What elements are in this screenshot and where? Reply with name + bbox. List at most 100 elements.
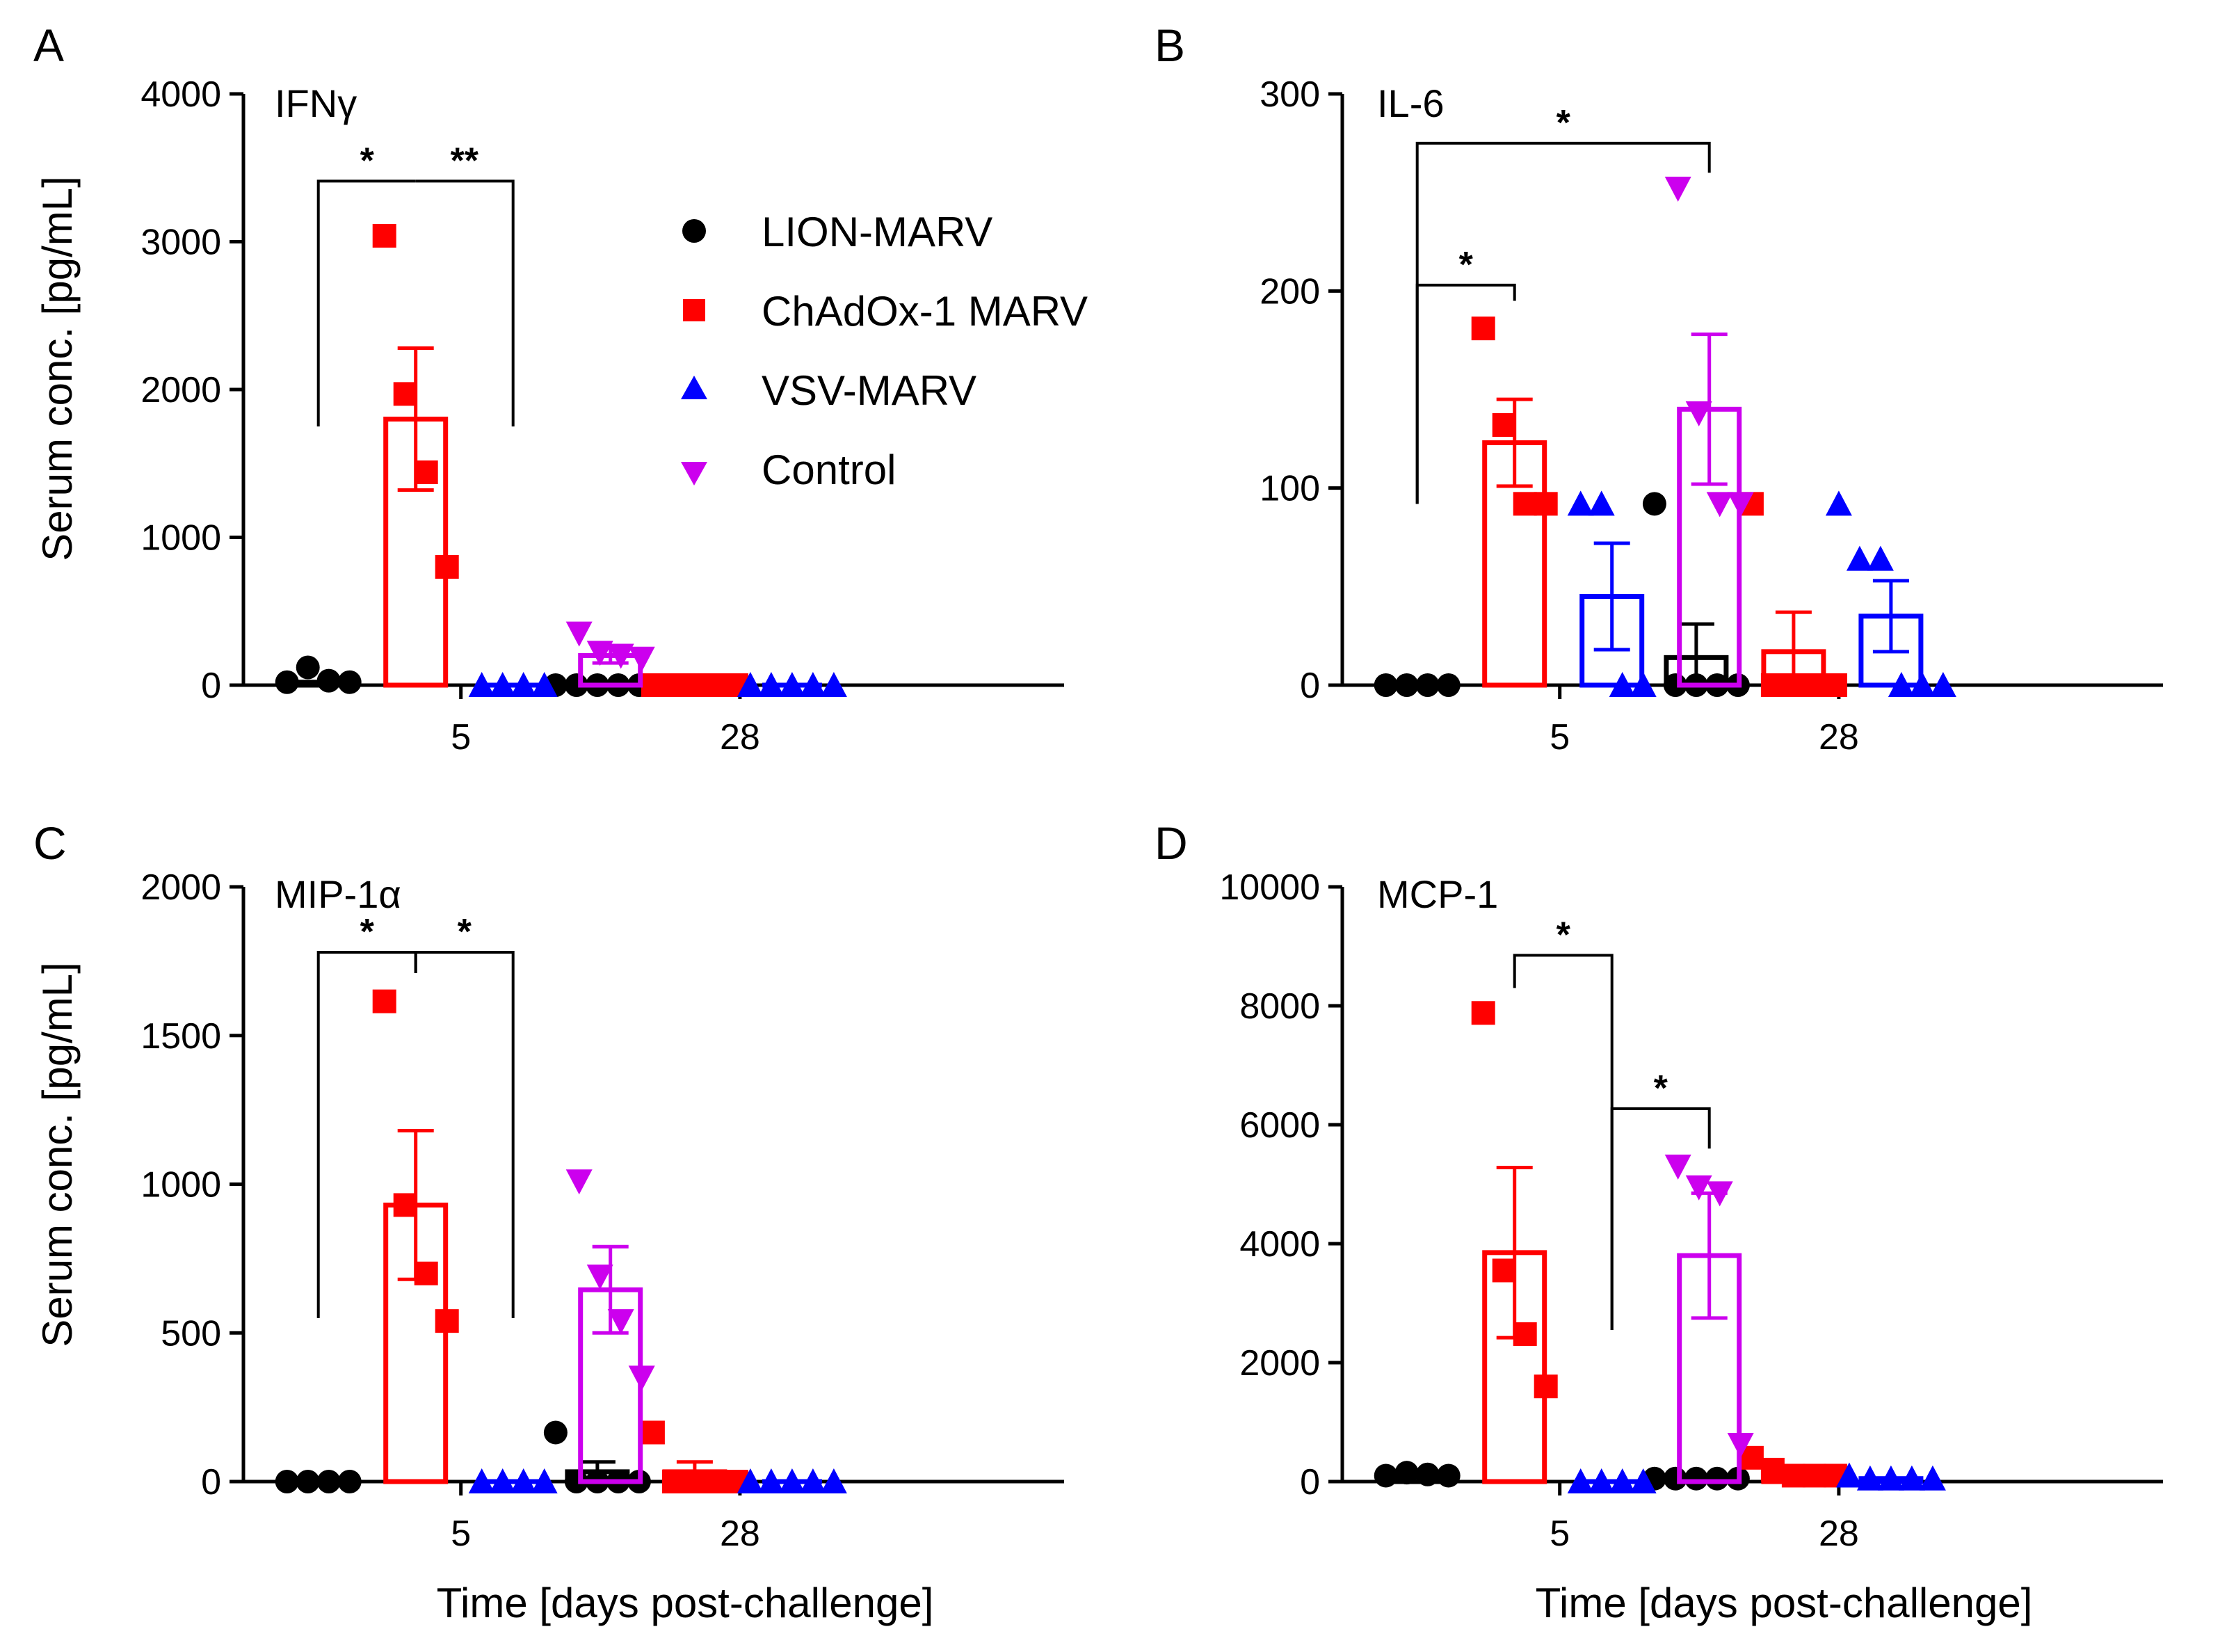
data-point-control bbox=[1664, 177, 1691, 202]
data-point-control bbox=[628, 1365, 655, 1391]
x-tick-label: 5 bbox=[1550, 1514, 1570, 1554]
data-point-vsv-marv bbox=[1567, 490, 1594, 516]
data-point-control bbox=[607, 643, 634, 669]
data-point-chadox-1-marv bbox=[1492, 413, 1516, 437]
legend-label-chadox-1-marv: ChAdOx-1 MARV bbox=[762, 288, 1088, 335]
data-point-chadox-1-marv bbox=[641, 1420, 665, 1445]
data-point-chadox-1-marv bbox=[1823, 673, 1847, 697]
data-point-vsv-marv bbox=[1908, 672, 1936, 697]
data-point-control bbox=[565, 621, 593, 647]
data-point-lion-marv bbox=[316, 668, 341, 693]
x-tick-label: 28 bbox=[1819, 1514, 1859, 1554]
panel-letter-b: B bbox=[1155, 19, 1185, 71]
data-point-vsv-marv bbox=[510, 1468, 537, 1493]
data-point-vsv-marv bbox=[1609, 672, 1636, 697]
data-point-vsv-marv bbox=[1609, 1468, 1636, 1493]
data-point-vsv-marv bbox=[1588, 1468, 1615, 1493]
y-tick-label: 2000 bbox=[140, 867, 221, 908]
significance-bracket bbox=[316, 179, 416, 427]
data-point-control bbox=[565, 1169, 593, 1195]
significance-label: * bbox=[1557, 915, 1571, 955]
data-point-vsv-marv bbox=[1588, 490, 1615, 516]
panel-d: D MCP-1 Time [days post-challenge] 0 2000… bbox=[1155, 817, 2163, 1626]
data-point-vsv-marv bbox=[778, 672, 805, 697]
data-point-vsv-marv bbox=[1630, 1468, 1657, 1493]
panel-d-x-axis-label: Time [days post-challenge] bbox=[1536, 1580, 2033, 1626]
data-point-lion-marv bbox=[543, 1420, 568, 1445]
y-tick-label: 200 bbox=[1260, 271, 1320, 312]
significance-bracket bbox=[1513, 954, 1614, 1330]
y-tick-label: 2000 bbox=[1239, 1343, 1320, 1384]
data-point-chadox-1-marv bbox=[1802, 673, 1826, 697]
legend-item-control: Control bbox=[681, 447, 896, 493]
x-tick-label: 5 bbox=[451, 717, 471, 757]
data-point-chadox-1-marv bbox=[682, 673, 707, 697]
data-point-chadox-1-marv bbox=[372, 989, 396, 1013]
y-tick-label: 4000 bbox=[1239, 1224, 1320, 1265]
legend-label-vsv-marv: VSV-MARV bbox=[762, 367, 976, 414]
data-point-chadox-1-marv bbox=[1781, 1463, 1805, 1488]
data-point-lion-marv bbox=[1642, 492, 1666, 516]
y-tick-label: 1000 bbox=[140, 518, 221, 559]
significance-label: * bbox=[1557, 103, 1571, 143]
data-point-chadox-1-marv bbox=[372, 224, 396, 248]
significance-label: * bbox=[360, 912, 375, 952]
significance-bracket bbox=[1415, 283, 1516, 504]
data-point-vsv-marv bbox=[820, 1468, 847, 1493]
data-point-chadox-1-marv bbox=[661, 673, 686, 697]
data-point-vsv-marv bbox=[468, 1468, 495, 1493]
data-point-lion-marv bbox=[337, 670, 362, 694]
legend-item-chadox-1-marv: ChAdOx-1 MARV bbox=[683, 288, 1088, 335]
panel-d-plot: 0 2000 4000 6000 8000 10000 5 28 * * bbox=[1219, 867, 2163, 1554]
data-point-chadox-1-marv bbox=[393, 382, 417, 406]
data-point-control bbox=[1706, 1181, 1733, 1207]
legend-marker-triangle-up bbox=[681, 376, 707, 399]
panel-c-title: MIP-1α bbox=[275, 872, 401, 916]
x-tick-label: 28 bbox=[720, 1514, 760, 1554]
legend-label-control: Control bbox=[762, 447, 896, 493]
data-point-vsv-marv bbox=[1929, 672, 1956, 697]
data-point-chadox-1-marv bbox=[682, 1470, 707, 1493]
data-point-chadox-1-marv bbox=[1760, 1457, 1785, 1482]
data-point-lion-marv bbox=[1415, 1462, 1440, 1486]
data-point-vsv-marv bbox=[531, 1468, 558, 1493]
data-point-vsv-marv bbox=[1898, 1465, 1925, 1491]
data-point-control bbox=[1727, 1432, 1754, 1458]
data-point-control bbox=[1685, 401, 1712, 426]
data-point-chadox-1-marv bbox=[1492, 1258, 1516, 1283]
significance-label: ** bbox=[450, 141, 478, 181]
data-point-chadox-1-marv bbox=[641, 673, 665, 697]
data-point-lion-marv bbox=[1394, 1461, 1419, 1485]
y-tick-label: 300 bbox=[1260, 74, 1320, 115]
legend-item-lion-marv: LION-MARV bbox=[682, 209, 992, 255]
legend-marker-triangle-down bbox=[681, 462, 707, 486]
data-point-chadox-1-marv bbox=[703, 673, 727, 697]
data-point-chadox-1-marv bbox=[1513, 492, 1537, 516]
data-point-vsv-marv bbox=[799, 672, 826, 697]
y-tick-label: 0 bbox=[1300, 666, 1320, 706]
y-tick-label: 6000 bbox=[1239, 1105, 1320, 1146]
data-point-control bbox=[1685, 1175, 1712, 1201]
data-point-vsv-marv bbox=[1919, 1465, 1946, 1491]
data-point-lion-marv bbox=[296, 1470, 320, 1493]
x-tick-label: 5 bbox=[1550, 717, 1570, 757]
data-point-chadox-1-marv bbox=[1760, 673, 1785, 697]
data-point-lion-marv bbox=[275, 670, 299, 694]
legend-marker-circle bbox=[682, 219, 706, 243]
y-tick-label: 2000 bbox=[140, 370, 221, 410]
data-point-vsv-marv bbox=[757, 672, 785, 697]
data-point-control bbox=[1727, 492, 1754, 518]
data-point-chadox-1-marv bbox=[703, 1470, 727, 1493]
data-point-vsv-marv bbox=[468, 672, 495, 697]
significance-label: * bbox=[1654, 1068, 1668, 1109]
legend: LION-MARV ChAdOx-1 MARV VSV-MARV Control bbox=[681, 209, 1088, 493]
panel-a: A IFNγ Serum conc. [pg/mL] 0 1000 2000 3000… bbox=[33, 19, 1064, 757]
data-point-chadox-1-marv bbox=[1534, 492, 1558, 516]
data-point-vsv-marv bbox=[1825, 490, 1852, 516]
y-tick-label: 8000 bbox=[1239, 986, 1320, 1027]
data-point-vsv-marv bbox=[1567, 1468, 1594, 1493]
panel-b-plot: 0 100 200 300 5 28 * * bbox=[1260, 74, 2163, 757]
data-point-vsv-marv bbox=[1630, 672, 1657, 697]
